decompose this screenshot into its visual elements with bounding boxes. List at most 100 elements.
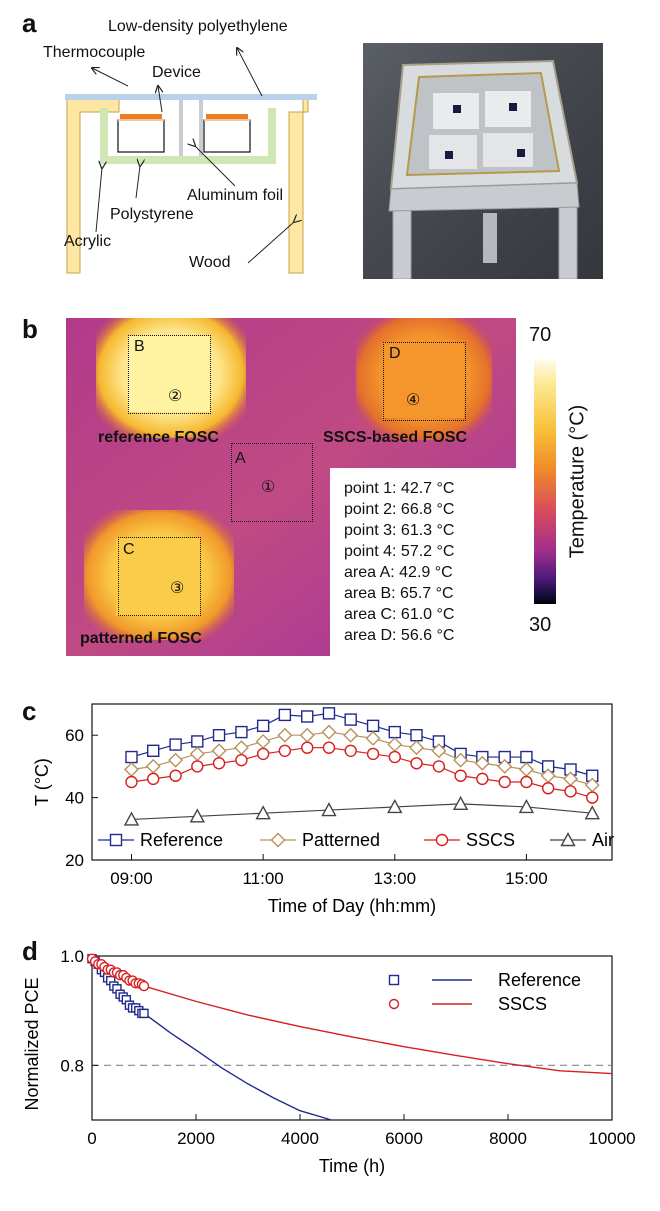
readout-area-d: area D: 56.6 °C — [344, 627, 455, 644]
y-tick-label: 20 — [65, 851, 84, 870]
panel-letter-d: d — [22, 936, 38, 966]
data-point-reference — [322, 707, 336, 720]
data-point-patterned — [474, 755, 490, 771]
data-point-sscs — [410, 757, 423, 770]
plot-frame — [91, 703, 613, 861]
series-line-air — [131, 803, 593, 821]
x-tick-label: 09:00 — [110, 869, 153, 888]
x-tick-label: 2000 — [177, 1129, 215, 1148]
readout-area-b: area B: 65.7 °C — [344, 585, 454, 602]
series-line-reference — [131, 712, 593, 777]
label-thermocouple: Thermocouple — [43, 44, 146, 61]
temperature-chart: 20 40 60 09:00 11:00 13:00 15:00 Time of Day (h… — [32, 703, 614, 916]
readout-area-a: area A: 42.9 °C — [344, 564, 453, 581]
data-point-reference — [191, 735, 204, 748]
data-point-air — [387, 798, 403, 814]
data-point-reference — [235, 725, 248, 739]
data-point-sscs — [564, 785, 577, 798]
data-point-patterned — [145, 758, 161, 774]
data-point-reference — [256, 719, 270, 733]
label-sscs-fosc: SSCS-based FOSC — [323, 429, 468, 446]
data-point-air — [255, 805, 271, 820]
y-tick-label: 1.0 — [60, 947, 84, 966]
data-point-patterned — [255, 733, 271, 749]
region-box-a — [231, 443, 313, 522]
region-d-label: D — [389, 345, 401, 362]
y-tick-label: 40 — [65, 789, 84, 808]
x-tick-label: 8000 — [489, 1129, 527, 1148]
data-point-patterned — [299, 727, 315, 743]
point-3-marker: ③ — [170, 580, 185, 597]
data-point-reference — [344, 713, 357, 726]
data-point-air — [452, 795, 469, 811]
label-wood: Wood — [189, 254, 231, 271]
data-point-reference — [169, 738, 182, 751]
data-point-patterned — [321, 724, 337, 740]
data-point-air — [189, 808, 205, 823]
ldpe-cover — [65, 94, 317, 100]
device-box-left — [117, 119, 165, 153]
legend-label-sscs: SSCS — [498, 994, 547, 1014]
pce-chart: 0.8 1.0 0 2000 4000 6000 8000 10000 Time (h) Norm… — [22, 947, 636, 1176]
panel-letter-b: b — [22, 314, 38, 344]
legend-marker-sscs — [435, 833, 449, 847]
data-point-patterned — [211, 743, 227, 759]
readout-point-1: point 1: 42.7 °C — [344, 480, 455, 497]
data-point-sscs — [147, 772, 160, 786]
data-point-patterned — [189, 746, 205, 762]
temperature-readout-box: point 1: 42.7 °C point 2: 66.8 °C point … — [330, 468, 516, 656]
x-tick-label: 0 — [87, 1129, 96, 1148]
label-polystyrene: Polystyrene — [110, 206, 194, 223]
region-a-label: A — [235, 450, 246, 467]
data-point-reference — [278, 708, 292, 722]
data-point-sscs — [301, 741, 314, 754]
data-point-sscs — [212, 757, 226, 770]
x-axis-title: Time (h) — [319, 1156, 385, 1176]
data-point-sscs — [541, 782, 555, 795]
temperature-colorbar — [534, 360, 556, 604]
data-point-sscs — [191, 760, 204, 773]
data-point-sscs — [125, 775, 138, 789]
x-axis-title: Time of Day (hh:mm) — [268, 896, 436, 916]
region-c-label: C — [123, 541, 135, 558]
legend-label-sscs: SSCS — [466, 830, 515, 850]
region-box-b — [128, 335, 211, 414]
data-point-sscs — [278, 744, 292, 757]
x-tick-label: 6000 — [385, 1129, 423, 1148]
y-tick-label: 0.8 — [60, 1056, 84, 1075]
data-point-reference — [212, 729, 226, 742]
data-point-reference — [139, 1008, 149, 1019]
readout-point-2: point 2: 66.8 °C — [344, 501, 455, 518]
data-point-patterned — [497, 758, 513, 774]
plot-frame — [91, 955, 613, 1121]
label-ldpe: Low-density polyethylene — [108, 18, 288, 35]
region-b-label: B — [134, 338, 145, 355]
data-point-patterned — [409, 740, 424, 756]
data-point-patterned — [233, 740, 249, 756]
series-line-patterned — [131, 731, 593, 786]
data-point-sscs — [169, 769, 182, 782]
region-box-c — [118, 537, 201, 616]
data-point-patterned — [453, 752, 469, 768]
legend-label-reference: Reference — [498, 970, 581, 990]
data-point-sscs — [256, 747, 270, 761]
data-point-air — [123, 811, 140, 826]
label-reference-fosc: reference FOSC — [98, 429, 219, 446]
setup-schematic — [65, 8, 317, 274]
label-patterned-fosc: patterned FOSC — [80, 630, 202, 647]
data-point-patterned — [431, 743, 447, 759]
data-point-reference — [520, 750, 533, 764]
legend-marker-reference — [109, 833, 123, 847]
data-point-reference — [410, 729, 423, 742]
x-tick-label: 10000 — [588, 1129, 635, 1148]
panel-letter-c: c — [22, 696, 37, 726]
readout-area-c: area C: 61.0 °C — [344, 606, 455, 623]
data-point-sscs — [476, 772, 489, 786]
readout-point-4: point 4: 57.2 °C — [344, 543, 455, 560]
data-point-sscs — [235, 753, 248, 767]
data-point-air — [584, 805, 600, 820]
data-point-patterned — [343, 727, 359, 743]
colorbar-max: 70 — [529, 324, 552, 346]
legend-label-reference: Reference — [140, 830, 223, 850]
data-point-reference — [301, 710, 314, 723]
